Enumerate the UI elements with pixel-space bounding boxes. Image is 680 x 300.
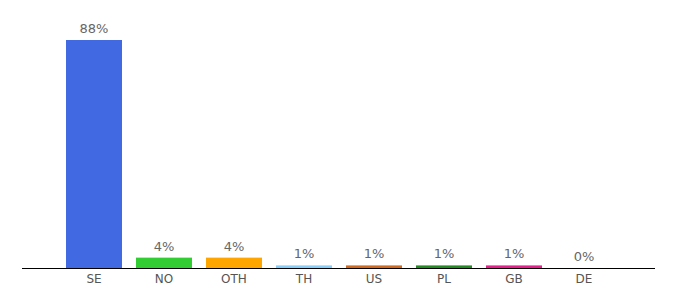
tick-label: SE [86,272,101,286]
bar [556,268,612,269]
data-label: 88% [80,21,109,36]
data-label: 0% [574,249,595,264]
bar [66,40,122,268]
bar [276,265,332,268]
bar [416,265,472,268]
tick: SE [86,268,101,286]
bars [66,40,542,268]
data-label: 1% [504,246,525,261]
data-label: 1% [434,246,455,261]
tick: PL [437,268,451,286]
bar [136,258,192,268]
tick: DE [576,268,593,286]
tick: OTH [221,268,247,286]
tick-label: US [366,272,382,286]
tick-label: PL [437,272,451,286]
tick: GB [505,268,523,286]
tick-label: GB [505,272,523,286]
tick: TH [295,268,312,286]
bar [486,265,542,268]
bar [206,258,262,268]
tick-label: OTH [221,272,247,286]
data-label: 1% [294,246,315,261]
data-labels: 88% 4% 4% 1% 1% 1% 1% 0% [80,21,595,264]
x-axis-line [60,268,620,269]
x-axis: SE NO OTH TH US PL GB DE [60,268,620,286]
chart: SE NO OTH TH US PL GB DE 88% 4% 4% 1% 1% 1% 1% 0% [0,0,680,300]
tick: NO [155,268,173,286]
data-label: 4% [154,239,175,254]
tick-label: NO [155,272,173,286]
baseline [22,268,655,269]
data-label: 1% [364,246,385,261]
tick-label: DE [576,272,593,286]
tick-label: TH [295,272,312,286]
bar [346,265,402,268]
data-label: 4% [224,239,245,254]
tick: US [366,268,382,286]
